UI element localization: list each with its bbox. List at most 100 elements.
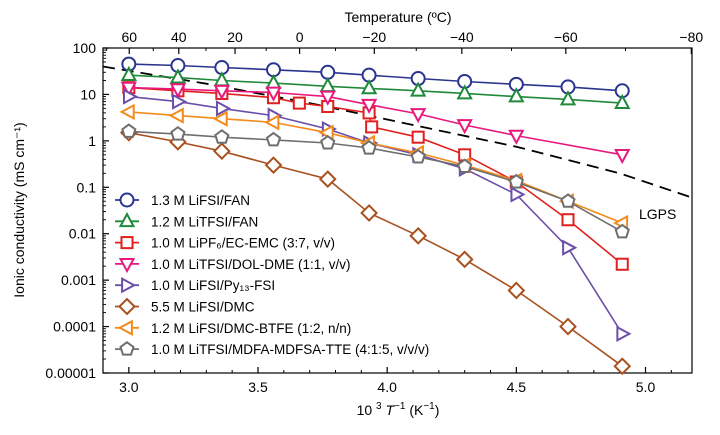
x-axis-title-base: 10 [357,402,373,418]
data-point [265,73,282,90]
data-point [508,129,525,145]
data-point [457,158,473,174]
data-point [456,84,473,100]
data-point [365,120,379,134]
data-point [507,281,526,300]
data-point [264,114,280,131]
legend-item: 5.5 M LiFSI/DMC [115,297,255,316]
x-axis-title-units: (K [405,402,424,418]
data-point [214,129,230,144]
data-point [560,193,576,208]
data-point [264,156,283,175]
series-3 [120,81,631,165]
legend-label: 1.0 M LiFSI/Py₁₃-FSI [151,278,275,293]
legend-item: 1.0 M LiFSI/Py₁₃-FSI [115,277,275,294]
legend-item: 1.0 M LiTFSI/MDFA-MDFSA-TTE (4:1:5, v/v/… [115,341,429,357]
legend-marker [119,341,135,356]
legend-label: 1.0 M LiPF₆/EC-EMC (3:7, v/v) [151,236,335,251]
legend-item: 1.2 M LiFSI/DMC-BTFE (1:2, n/n) [115,319,351,336]
data-point [121,123,137,138]
data-point [360,98,378,114]
legend-item: 1.3 M LiFSI/FAN [115,192,250,208]
x-axis-title-exp1: 3 [376,401,382,412]
data-point [213,84,231,101]
legend-marker [118,297,136,316]
data-point [456,119,473,135]
series-1 [120,65,631,109]
data-point [561,213,575,227]
series-7 [121,123,630,239]
data-point [455,250,474,269]
top-tick-label: 20 [227,29,243,45]
data-point [614,148,631,165]
data-point [361,139,377,155]
data-point [559,90,577,106]
data-point [213,71,231,87]
x-axis-title-close: ) [435,402,440,418]
legend-marker [119,192,135,208]
data-point [122,88,139,105]
y-tick-label: 100 [73,40,97,56]
data-point [168,107,184,124]
x-tick-label: 4.5 [507,379,527,395]
legend-label: 1.0 M LiTFSI/DOL-DME (1:1, v/v) [151,257,351,272]
top-tick-label: −80 [679,29,703,45]
y-tick-label: 0.01 [69,226,96,242]
y-tick-label: 0.1 [77,179,97,195]
data-point [559,317,577,336]
data-point [360,79,378,95]
data-point [614,93,631,109]
plot-frame [102,47,693,374]
y-tick-label: 0.001 [61,272,96,288]
y-tick-label: 0.0001 [53,319,96,335]
lgps-label: LGPS [639,206,676,222]
legend-label: 1.3 M LiFSI/FAN [151,193,250,208]
data-point [613,357,632,376]
top-tick-label: 0 [296,29,304,45]
data-point [616,325,632,342]
top-tick-label: −40 [450,29,474,45]
data-point [265,86,282,102]
data-point [409,81,427,97]
data-point [614,223,630,239]
legend-marker [118,212,136,228]
series-line [128,86,623,156]
data-point [508,173,524,189]
data-point [212,110,228,127]
y-tick-label: 1 [88,133,96,149]
data-point [169,68,187,84]
data-point [411,130,425,144]
legend-marker [118,258,136,274]
data-point [410,148,426,164]
x-axis-title: 10 3 T−1 (K−1) [357,401,440,418]
legend-item: 1.2 M LiTFSI/FAN [115,212,258,229]
y-axis-title: Ionic conductivity (mS cm⁻¹) [11,122,27,297]
top-axis-title: Temperature (ºC) [344,9,451,25]
y-tick-label: 0.00001 [45,365,96,381]
legend-marker [120,236,134,250]
x-axis-title-exp3: −1 [423,401,435,412]
data-point [212,142,231,161]
data-point [119,103,135,121]
x-tick-label: 4.0 [377,379,397,395]
data-point [615,257,629,271]
data-point [409,108,427,124]
data-point [170,126,186,141]
data-point [320,64,336,80]
legend-label: 5.5 M LiFSI/DMC [151,300,255,315]
series-0 [121,56,630,99]
legend-item: 1.0 M LiTFSI/DOL-DME (1:1, v/v) [115,257,351,274]
data-point [120,81,138,97]
data-point [510,186,526,203]
data-point [265,131,282,147]
data-point [215,100,232,117]
series-line-lgps [103,65,692,199]
data-point [409,226,428,245]
top-tick-label: 60 [121,29,137,45]
legend-item: 1.0 M LiPF₆/EC-EMC (3:7, v/v) [115,236,335,251]
x-tick-label: 3.5 [248,379,268,395]
x-axis-title-exp2: −1 [394,401,406,412]
x-tick-label: 5.0 [636,379,656,395]
top-tick-label: 40 [171,29,187,45]
